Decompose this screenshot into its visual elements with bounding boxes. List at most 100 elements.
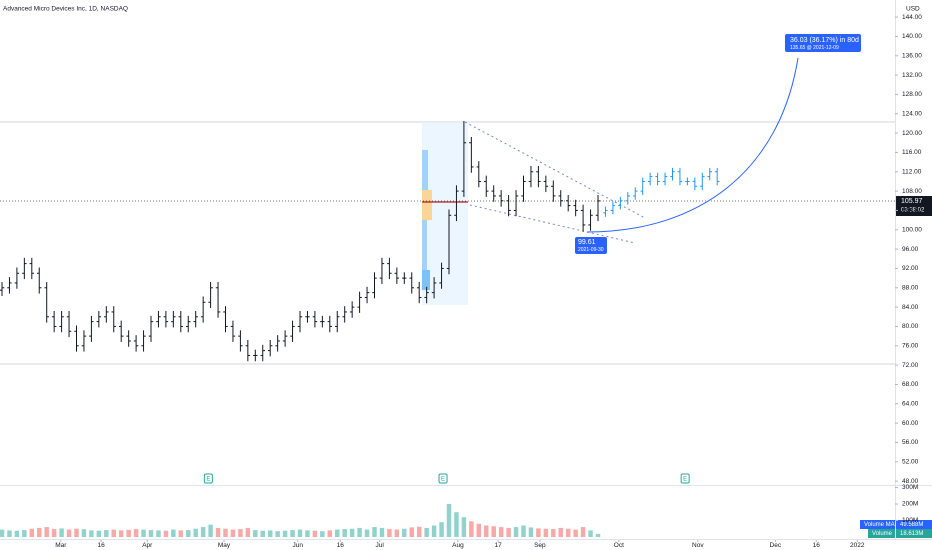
y-tick-label: 140.00 bbox=[902, 33, 922, 40]
x-tick-label: Sep bbox=[534, 542, 546, 549]
volume-bar bbox=[238, 529, 243, 537]
volume-bar bbox=[148, 530, 154, 537]
volume-bar bbox=[230, 529, 236, 537]
y-tick-label: 60.00 bbox=[902, 420, 919, 427]
x-tick-label: Aug bbox=[452, 542, 464, 549]
volume-bar bbox=[454, 512, 459, 537]
y-tick-label: 132.00 bbox=[902, 72, 922, 79]
earnings-label: E bbox=[206, 476, 210, 482]
volume-bar bbox=[163, 530, 169, 537]
countdown: 03:38:02 bbox=[901, 208, 925, 214]
volume-bar bbox=[521, 525, 526, 537]
volume-bar bbox=[156, 530, 161, 537]
volume-bar bbox=[491, 526, 496, 537]
volume-bar bbox=[424, 527, 429, 537]
y-tick-label: 56.00 bbox=[902, 439, 919, 446]
earnings-marker bbox=[438, 473, 448, 484]
volume-bar bbox=[439, 522, 444, 537]
trend-line bbox=[469, 204, 636, 244]
volume-value: 18.613M bbox=[900, 531, 923, 537]
earnings-label: E bbox=[683, 476, 687, 482]
x-tick-label: May bbox=[218, 542, 231, 549]
low-price: 99.61 bbox=[578, 239, 596, 246]
volume-bar bbox=[402, 528, 407, 537]
projection-arc bbox=[586, 57, 799, 233]
volume-bar bbox=[379, 527, 385, 537]
volume-bar bbox=[297, 529, 303, 537]
volume-bar bbox=[111, 529, 116, 537]
volume-bar bbox=[461, 517, 467, 537]
volume-bar bbox=[260, 530, 265, 537]
volume-tick-label: 200M bbox=[902, 501, 918, 508]
volume-box bbox=[868, 529, 895, 538]
y-tick-label: 52.00 bbox=[902, 459, 919, 466]
profile-row bbox=[422, 150, 428, 190]
volume-bar bbox=[484, 525, 489, 537]
volume-bar bbox=[290, 530, 295, 537]
x-tick-label: 17 bbox=[495, 542, 503, 549]
volume-bar bbox=[573, 529, 578, 537]
volume-bar bbox=[312, 530, 318, 537]
volume-tick-label: 300M bbox=[902, 484, 918, 491]
trend-line bbox=[464, 121, 646, 219]
volume-ma-name: Volume MA bbox=[864, 522, 895, 528]
volume-bar bbox=[193, 528, 198, 537]
y-tick-label: 88.00 bbox=[902, 284, 919, 291]
volume-bar bbox=[305, 530, 310, 537]
volume-bar bbox=[327, 530, 333, 537]
x-tick-label: 16 bbox=[813, 542, 821, 549]
volume-bar bbox=[357, 527, 362, 537]
volume-bar bbox=[44, 527, 49, 537]
y-tick-label: 100.00 bbox=[902, 226, 922, 233]
volume-bar bbox=[372, 527, 377, 537]
volume-bar bbox=[118, 530, 124, 537]
volume-bar bbox=[595, 533, 601, 537]
volume-bar bbox=[409, 527, 414, 537]
volume-bar bbox=[528, 527, 534, 537]
x-tick-label: Oct bbox=[614, 542, 624, 549]
volume-bar bbox=[320, 531, 325, 537]
y-tick-label: 76.00 bbox=[902, 343, 919, 350]
volume-bar bbox=[558, 527, 563, 537]
volume-bar bbox=[89, 530, 94, 537]
y-tick-label: 124.00 bbox=[902, 110, 922, 117]
volume-bar bbox=[275, 531, 280, 537]
y-tick-label: 104.00 bbox=[902, 207, 922, 214]
price-label-box bbox=[896, 196, 932, 216]
x-tick-label: 16 bbox=[97, 542, 105, 549]
earnings-label: E bbox=[441, 476, 445, 482]
volume-bar bbox=[215, 527, 221, 537]
y-tick-label: 112.00 bbox=[902, 168, 922, 175]
volume-bar bbox=[394, 529, 400, 537]
low-box bbox=[575, 237, 607, 254]
profile-row bbox=[422, 220, 427, 270]
y-tick-label: 48.00 bbox=[902, 478, 919, 485]
volume-bar bbox=[66, 529, 72, 537]
volume-bar bbox=[469, 521, 474, 537]
volume-bar bbox=[7, 530, 12, 537]
x-tick-label: Apr bbox=[142, 542, 153, 549]
x-tick-label: Mar bbox=[55, 542, 67, 549]
volume-bar bbox=[223, 528, 228, 537]
x-tick-label: Nov bbox=[692, 542, 704, 549]
volume-profile-rows bbox=[422, 150, 432, 290]
volume-bar bbox=[208, 524, 213, 537]
x-tick-label: Jul bbox=[376, 542, 385, 549]
volume-bar bbox=[133, 529, 139, 537]
volume-value-box bbox=[896, 529, 932, 538]
volume-bar bbox=[282, 530, 288, 537]
volume-name: Volume bbox=[872, 531, 893, 537]
volume-bar bbox=[551, 529, 556, 537]
y-tick-label: 68.00 bbox=[902, 381, 919, 388]
volume-bar bbox=[387, 529, 392, 537]
volume-bar bbox=[335, 529, 340, 537]
y-tick-label: 72.00 bbox=[902, 362, 919, 369]
y-tick-label: 116.00 bbox=[902, 149, 922, 156]
callout-target: 135.65 @ 2021-12-09 bbox=[790, 45, 839, 51]
volume-bar bbox=[498, 527, 504, 537]
y-tick-label: 92.00 bbox=[902, 265, 919, 272]
y-tick-label: 96.00 bbox=[902, 246, 919, 253]
volume-bar bbox=[74, 528, 79, 537]
